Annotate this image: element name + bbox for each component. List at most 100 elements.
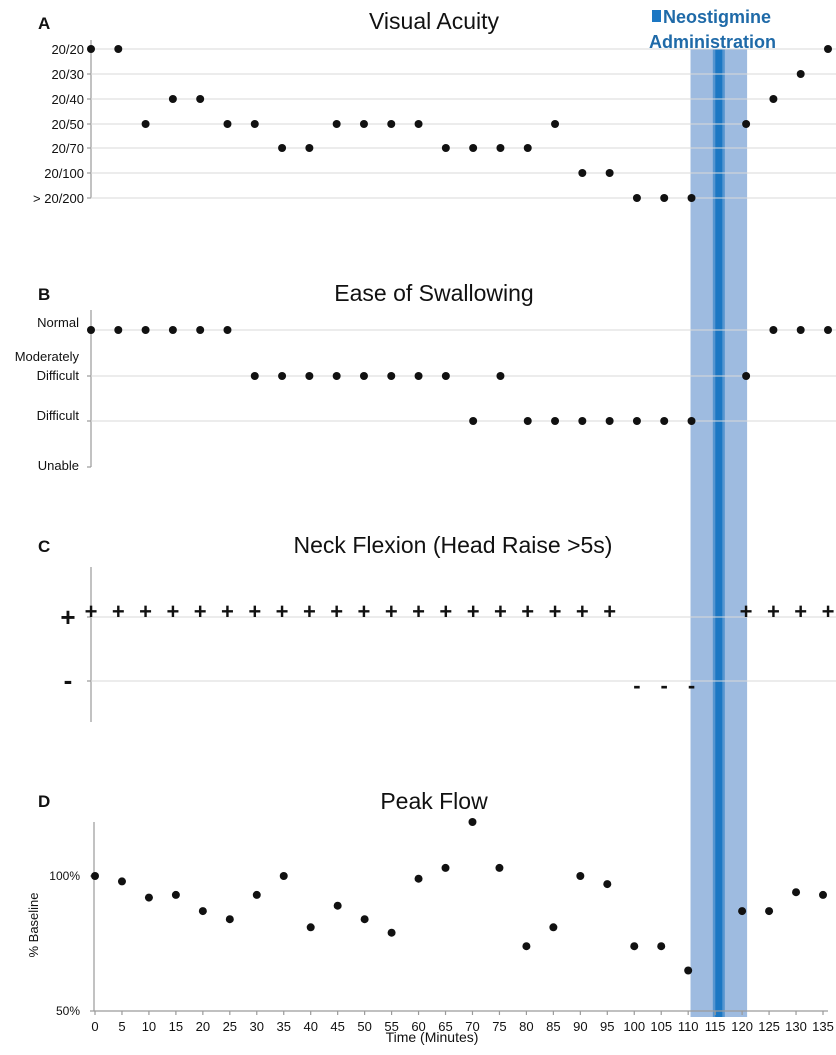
x-tick-label-120: 120 <box>731 1019 753 1034</box>
point-t110 <box>684 966 693 975</box>
x-tick-label-60: 60 <box>411 1019 425 1034</box>
x-tick-label-20: 20 <box>196 1019 210 1034</box>
point-t65 <box>441 144 450 152</box>
point-t25 <box>225 915 234 924</box>
panel-a-title: Visual Acuity <box>369 8 499 34</box>
x-tick-label-25: 25 <box>223 1019 237 1034</box>
point-t45 <box>332 120 341 128</box>
point-t10 <box>141 326 150 334</box>
marker-t100: - <box>633 673 640 698</box>
panel-a-visual-acuity: A Visual Acuity > 20/200 20/100 20/70 20/50… <box>33 8 836 206</box>
point-t125 <box>769 326 778 334</box>
panel-d-letter: D <box>38 792 50 811</box>
point-t105 <box>660 194 669 202</box>
x-tick-label-5: 5 <box>118 1019 125 1034</box>
point-t40 <box>306 923 315 932</box>
point-t60 <box>414 372 423 380</box>
y-label-minus: - <box>64 665 73 695</box>
x-tick-label-15: 15 <box>169 1019 183 1034</box>
x-tick-label-80: 80 <box>519 1019 533 1034</box>
marker-t125: + <box>767 599 780 624</box>
point-t35 <box>279 872 288 880</box>
point-t100 <box>632 194 641 202</box>
point-t105 <box>657 942 666 951</box>
x-tick-label-105: 105 <box>650 1019 672 1034</box>
marker-t80: + <box>521 599 534 624</box>
y-label-20-100: 20/100 <box>44 166 84 181</box>
marker-t50: + <box>358 599 371 624</box>
panel-b-y-labels: Unable Difficult Moderately Difficult Normal <box>15 315 80 473</box>
point-t80 <box>523 144 532 152</box>
point-t90 <box>578 169 587 177</box>
x-tick-label-70: 70 <box>465 1019 479 1034</box>
point-t95 <box>605 169 614 177</box>
point-t30 <box>250 372 259 380</box>
marker-t55: + <box>385 599 398 624</box>
point-t65 <box>441 863 450 872</box>
x-tick-label-110: 110 <box>678 1019 699 1034</box>
x-tick-label-65: 65 <box>438 1019 452 1034</box>
point-t20 <box>196 95 205 103</box>
point-t95 <box>605 417 614 425</box>
panel-c-y-labels: -+ <box>60 602 75 695</box>
point-t10 <box>141 120 150 128</box>
panel-c-title: Neck Flexion (Head Raise >5s) <box>294 532 613 558</box>
neostigmine-label-line-2: Administration <box>649 32 776 52</box>
y-label-20-30: 20/30 <box>51 67 84 82</box>
panel-d-axes <box>90 822 828 1015</box>
x-tick-label-85: 85 <box>546 1019 560 1034</box>
point-t65 <box>441 372 450 380</box>
y-label-20-50: 20/50 <box>51 117 84 132</box>
marker-t60: + <box>412 599 425 624</box>
marker-t35: + <box>276 599 289 624</box>
panel-b-points <box>87 326 832 425</box>
marker-t5: + <box>112 599 125 624</box>
point-t40 <box>305 144 314 152</box>
point-t40 <box>305 372 314 380</box>
point-t60 <box>414 120 423 128</box>
neostigmine-annotation: Neostigmine Administration <box>649 7 776 52</box>
point-t135 <box>824 45 832 53</box>
point-t15 <box>168 326 177 334</box>
y-label-normal-line-1: Normal <box>37 315 79 330</box>
marker-t75: + <box>494 599 507 624</box>
point-t100 <box>632 417 641 425</box>
panel-c-letter: C <box>38 537 50 556</box>
panel-c-neck-flexion: C Neck Flexion (Head Raise >5s) -+ + + + + +… <box>38 532 836 722</box>
point-t110 <box>687 417 696 425</box>
marker-t90: + <box>576 599 589 624</box>
point-t85 <box>551 120 560 128</box>
point-t130 <box>792 888 801 897</box>
point-t45 <box>332 372 341 380</box>
x-tick-label-10: 10 <box>142 1019 156 1034</box>
point-t70 <box>468 818 477 826</box>
panel-a-grid <box>87 40 836 199</box>
marker-t30: + <box>248 599 261 624</box>
panel-b-letter: B <box>38 285 50 304</box>
point-t30 <box>252 890 261 899</box>
panel-b-grid <box>87 310 836 468</box>
point-t25 <box>223 120 232 128</box>
marker-t25: + <box>221 599 234 624</box>
x-tick-label-30: 30 <box>250 1019 264 1034</box>
point-t45 <box>333 901 342 910</box>
point-t0 <box>91 872 99 880</box>
y-label-unable-line-1: Unable <box>38 458 79 473</box>
y-label-20-70: 20/70 <box>51 141 84 156</box>
point-t35 <box>278 144 287 152</box>
point-t80 <box>522 942 531 951</box>
point-t30 <box>250 120 259 128</box>
point-t120 <box>742 372 751 380</box>
x-tick-label-75: 75 <box>492 1019 506 1034</box>
panel-b-title: Ease of Swallowing <box>334 280 533 306</box>
marker-t65: + <box>439 599 452 624</box>
point-t50 <box>359 120 368 128</box>
point-t0 <box>87 45 95 53</box>
point-t15 <box>168 95 177 103</box>
marker-t135: + <box>822 599 835 624</box>
y-label-20-200: > 20/200 <box>33 191 84 206</box>
point-t85 <box>551 417 560 425</box>
x-tick-label-45: 45 <box>330 1019 344 1034</box>
point-t100 <box>630 942 639 951</box>
point-t50 <box>359 372 368 380</box>
